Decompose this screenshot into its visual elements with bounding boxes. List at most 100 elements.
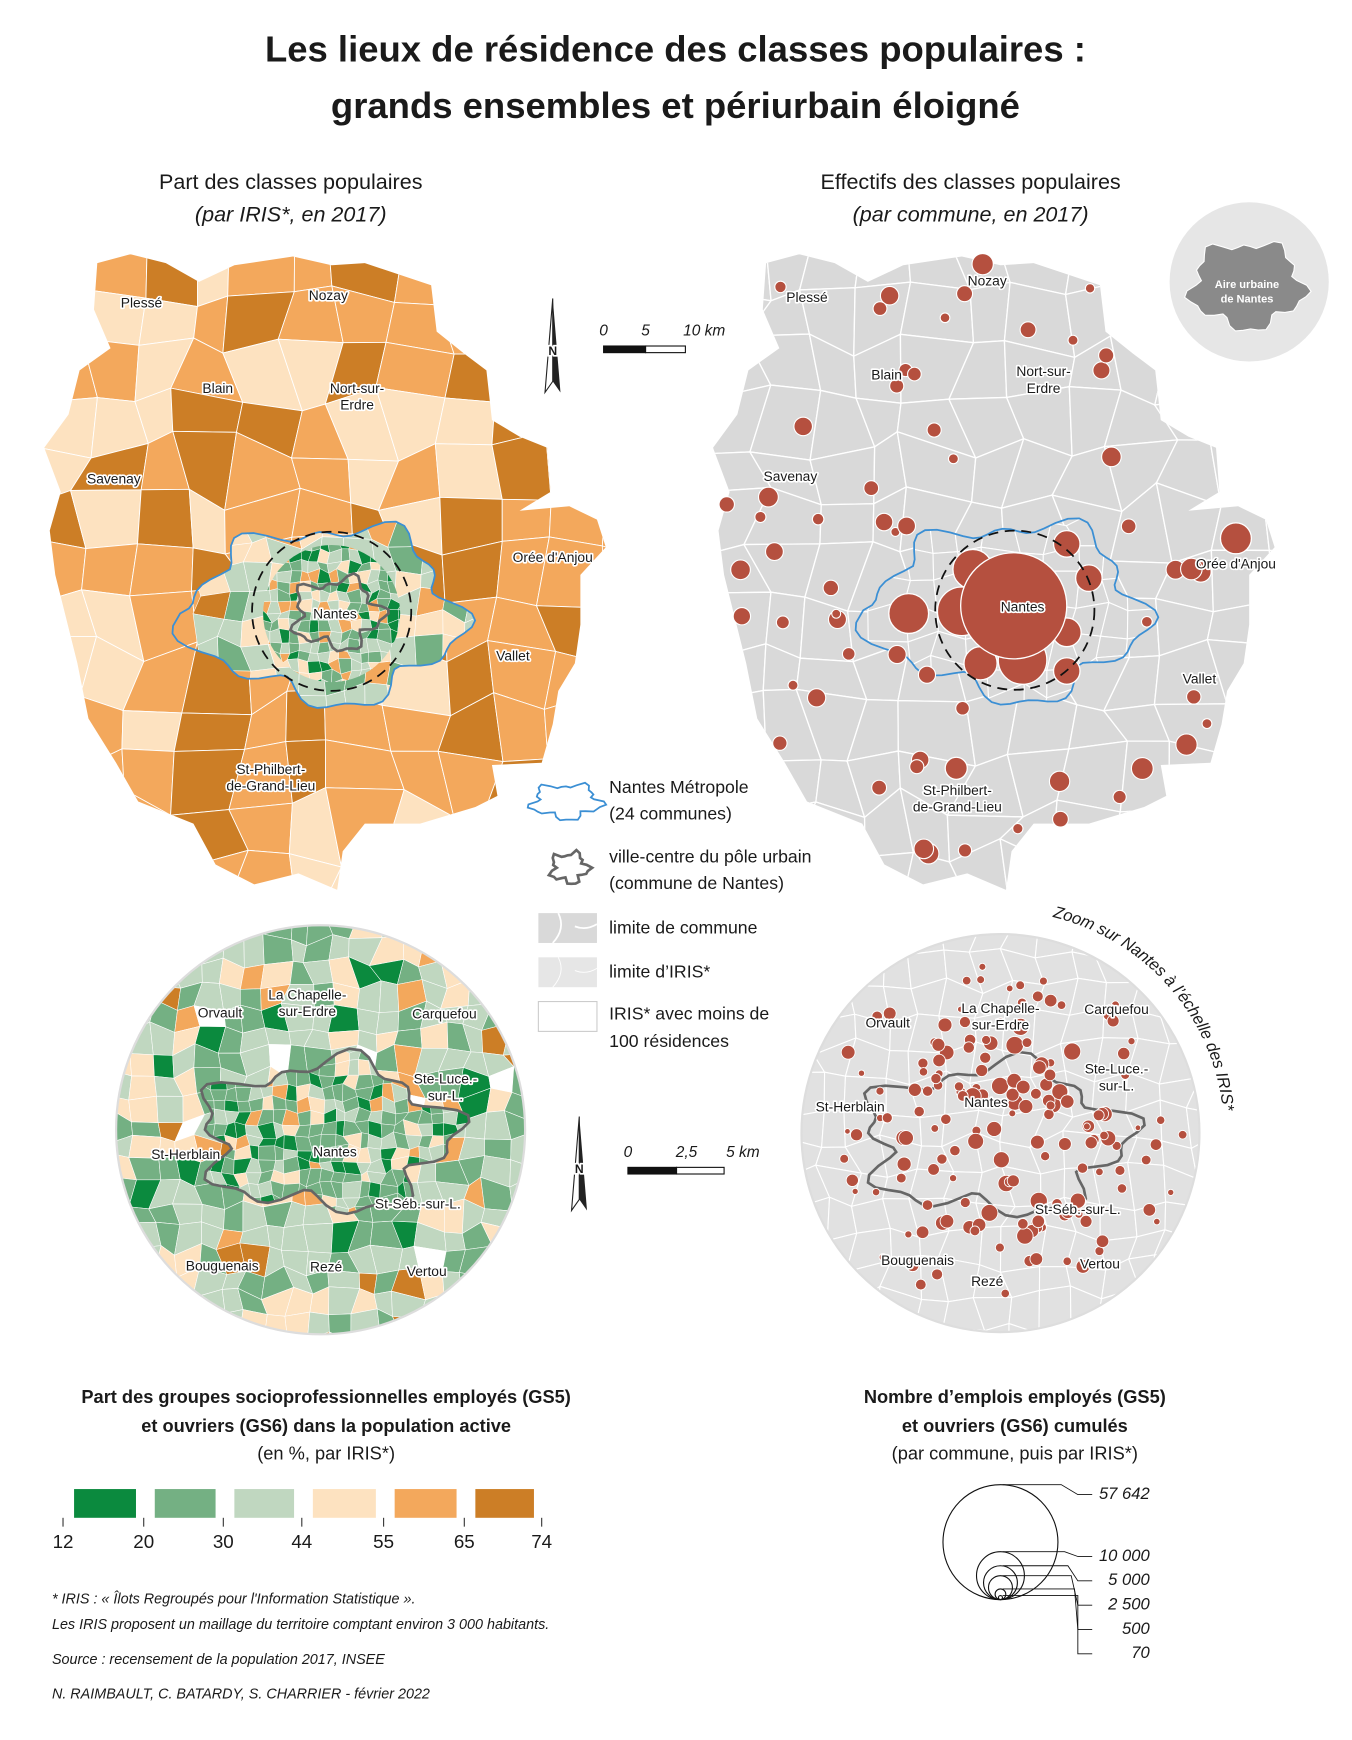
area-cell xyxy=(1186,1329,1200,1333)
area-cell xyxy=(1112,839,1167,890)
area-cell xyxy=(173,925,206,947)
size-circle xyxy=(982,1565,1018,1601)
area-cell xyxy=(1219,700,1261,754)
count-circle xyxy=(1006,1174,1020,1188)
count-circle xyxy=(1016,997,1028,1008)
area-cell xyxy=(480,1311,511,1335)
area-cell xyxy=(705,956,756,1006)
count-circle xyxy=(1201,718,1213,730)
area-cell xyxy=(351,1338,381,1364)
legend-commune-icon xyxy=(552,912,598,944)
area-cell xyxy=(126,1221,162,1250)
area-cell xyxy=(1063,1321,1098,1333)
area-cell xyxy=(1273,584,1275,658)
area-cell xyxy=(79,844,151,890)
share-zoom xyxy=(116,925,559,1388)
area-cell xyxy=(38,902,80,968)
area-cell xyxy=(443,1231,466,1252)
count-circle xyxy=(962,1041,975,1054)
count-circle xyxy=(1056,1000,1067,1010)
count-circle xyxy=(1069,1192,1086,1209)
count-circle xyxy=(851,1187,859,1195)
count-circle xyxy=(895,1172,907,1184)
count-circle xyxy=(971,252,994,276)
metropole-outline xyxy=(171,520,477,709)
area-cell xyxy=(936,1327,986,1333)
count-circle xyxy=(955,700,970,716)
legend-title: Part des groupes socioprofessionnelles e… xyxy=(81,1386,570,1407)
count-circle xyxy=(931,1037,946,1052)
area-cell xyxy=(128,1095,159,1123)
place-label: Plessé xyxy=(121,295,163,311)
area-cell xyxy=(487,1287,512,1313)
area-cell xyxy=(1258,736,1275,819)
area-cell xyxy=(224,1099,240,1113)
count-circle xyxy=(850,1128,864,1142)
area-cell xyxy=(170,849,249,890)
area-cell xyxy=(348,925,383,939)
size-circle xyxy=(997,1595,1004,1601)
area-cell xyxy=(116,1000,138,1035)
count-circle xyxy=(1101,446,1122,468)
legend-white-icon xyxy=(537,1000,598,1032)
count-circle xyxy=(1015,980,1026,991)
legend-label: 100 résidences xyxy=(609,1031,729,1051)
area-cell xyxy=(116,1205,136,1227)
area-cell xyxy=(512,985,526,1006)
area-cell xyxy=(506,1289,526,1316)
area-cell xyxy=(1035,1352,1075,1387)
area-cell xyxy=(1190,1199,1200,1239)
count-circle xyxy=(1018,1099,1034,1115)
scale-label: 2,5 xyxy=(675,1144,698,1161)
count-circle xyxy=(1030,1134,1045,1150)
count-circle xyxy=(959,552,1068,660)
count-circle xyxy=(953,1081,965,1092)
count-circle xyxy=(978,962,987,971)
area-cell xyxy=(116,1245,128,1271)
area-cell xyxy=(399,1354,424,1384)
count-circle xyxy=(811,512,825,526)
legend-iris-icon xyxy=(552,957,598,988)
place-label: La Chapelle- xyxy=(268,987,346,1003)
legend-title: et ouvriers (GS6) cumulés xyxy=(902,1415,1128,1436)
area-cell xyxy=(375,1355,404,1384)
count-circle xyxy=(921,1199,934,1211)
area-cell xyxy=(197,1311,226,1335)
area-cell xyxy=(413,925,442,947)
area-cell xyxy=(198,1336,224,1361)
area-cell xyxy=(131,1317,159,1335)
area-cell xyxy=(44,338,98,404)
area-cell xyxy=(461,1287,493,1321)
area-cell xyxy=(1321,795,1352,865)
area-cell xyxy=(173,712,253,752)
count-circle xyxy=(1051,1198,1063,1210)
count-circle xyxy=(926,422,942,438)
legend-label: Nantes Métropole xyxy=(609,777,749,797)
area-cell xyxy=(222,1353,248,1376)
area-cell xyxy=(460,1341,487,1362)
area-cell xyxy=(1303,330,1352,388)
area-cell xyxy=(1311,890,1352,966)
area-cell xyxy=(801,954,819,995)
area-cell xyxy=(153,1054,175,1079)
count-circle xyxy=(1092,1109,1105,1122)
count-circle xyxy=(898,1130,914,1146)
area-cell xyxy=(121,710,183,752)
area-cell xyxy=(304,1363,335,1388)
size-circle xyxy=(942,1484,1059,1601)
place-label: sur-L. xyxy=(428,1087,463,1103)
area-cell xyxy=(531,1091,559,1121)
area-cell xyxy=(328,1313,352,1335)
count-circle xyxy=(841,646,856,661)
area-cell xyxy=(1228,1296,1254,1331)
area-cell xyxy=(1192,1293,1200,1333)
area-cell xyxy=(261,1359,287,1383)
area-cell xyxy=(44,846,82,890)
size-label: 70 xyxy=(1131,1643,1150,1662)
area-cell xyxy=(1155,934,1200,949)
legend-swatch xyxy=(234,1489,295,1518)
area-cell xyxy=(531,383,603,436)
area-cell xyxy=(1185,1107,1200,1150)
legend-title: et ouvriers (GS6) dans la population act… xyxy=(141,1415,511,1436)
count-circle xyxy=(976,975,986,985)
